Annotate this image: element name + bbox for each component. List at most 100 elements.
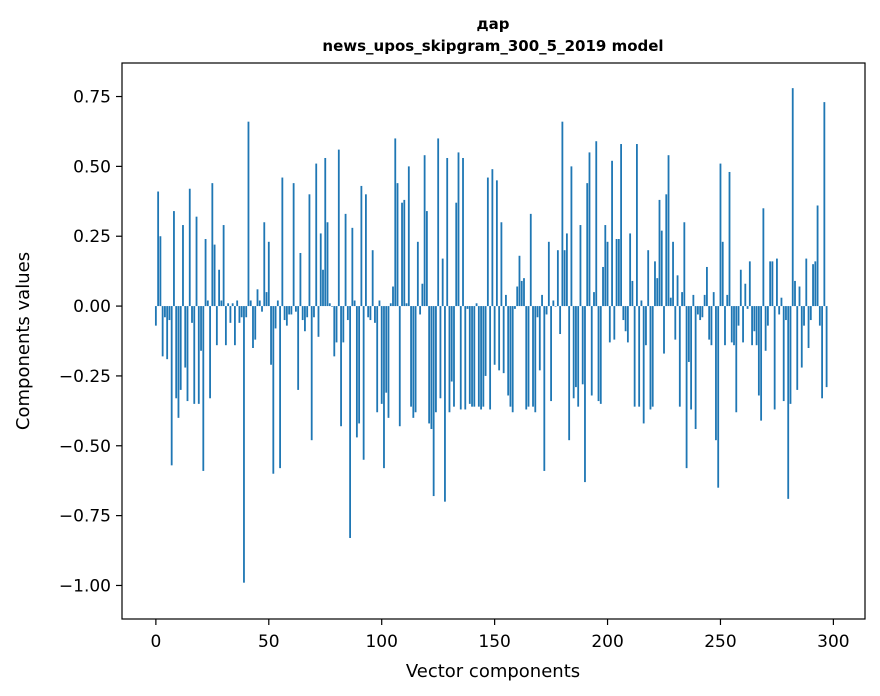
bar xyxy=(529,213,532,307)
bar xyxy=(674,306,677,340)
bar xyxy=(656,278,659,307)
bar xyxy=(683,222,686,307)
bar xyxy=(238,306,241,323)
bar xyxy=(663,306,665,354)
bar xyxy=(762,208,765,307)
bar xyxy=(197,306,200,404)
bar xyxy=(333,306,336,357)
bar xyxy=(575,306,577,388)
bar xyxy=(346,306,349,321)
bar xyxy=(215,306,218,346)
bar xyxy=(288,306,291,315)
bar xyxy=(220,300,223,307)
bar xyxy=(353,300,356,307)
bar xyxy=(265,292,268,307)
bar xyxy=(803,306,805,326)
bar xyxy=(751,306,753,346)
bar xyxy=(294,306,297,312)
bar xyxy=(186,306,189,402)
bar xyxy=(631,280,634,307)
bar xyxy=(453,306,455,407)
x-tick-label: 0 xyxy=(150,632,161,652)
bar xyxy=(611,160,613,307)
bar xyxy=(692,294,695,307)
bar xyxy=(626,306,629,343)
bar xyxy=(678,306,681,407)
bar xyxy=(780,297,783,307)
bar xyxy=(209,306,211,399)
bar xyxy=(213,244,216,307)
bar xyxy=(726,294,729,307)
bar xyxy=(654,261,656,307)
bar xyxy=(398,306,401,427)
bar xyxy=(344,213,347,307)
bar xyxy=(638,306,641,407)
bar xyxy=(173,211,175,307)
bar xyxy=(360,185,363,307)
bar xyxy=(274,306,277,329)
bar xyxy=(389,303,392,307)
bar xyxy=(748,261,751,307)
x-axis-label: Vector components xyxy=(406,661,580,682)
bar xyxy=(645,306,647,346)
bar xyxy=(712,292,715,307)
bar xyxy=(247,121,250,307)
bar xyxy=(161,306,164,357)
bar xyxy=(507,306,510,396)
bar xyxy=(584,306,586,483)
bar xyxy=(448,306,451,413)
bar xyxy=(541,294,543,307)
bar xyxy=(509,306,512,407)
bar xyxy=(687,306,690,362)
bar xyxy=(590,306,593,396)
bar xyxy=(572,306,575,399)
bar xyxy=(464,306,467,410)
bar xyxy=(744,283,747,307)
bar xyxy=(651,306,654,407)
bar xyxy=(317,306,320,337)
bar xyxy=(227,303,230,307)
bar xyxy=(168,306,171,321)
bar xyxy=(785,306,787,321)
bar xyxy=(439,306,442,399)
bar xyxy=(701,306,704,318)
bar xyxy=(708,306,711,340)
bar xyxy=(669,297,672,307)
bar xyxy=(647,250,650,307)
bar xyxy=(313,306,315,318)
bar xyxy=(602,266,604,307)
bar xyxy=(525,306,528,410)
bar xyxy=(724,306,726,346)
x-tick-label: 100 xyxy=(365,632,397,652)
bar xyxy=(764,306,767,351)
bar xyxy=(416,241,419,307)
bar xyxy=(640,300,643,307)
bar xyxy=(290,306,293,315)
bar xyxy=(423,155,426,307)
x-axis-ticks: 0 50 100 150 200 250 300 xyxy=(150,619,850,652)
bar xyxy=(577,306,580,407)
bar xyxy=(482,306,485,407)
bar xyxy=(559,306,562,335)
y-tick-label: −1.00 xyxy=(59,576,111,596)
bar xyxy=(310,306,313,441)
bar xyxy=(328,303,331,307)
bar xyxy=(696,306,699,315)
y-tick-label: −0.75 xyxy=(59,507,111,527)
bar xyxy=(534,306,537,413)
bar xyxy=(222,225,225,307)
bar xyxy=(428,306,431,424)
bar xyxy=(175,306,178,399)
y-tick-label: 0.00 xyxy=(73,297,111,317)
bar xyxy=(276,300,279,307)
bar xyxy=(304,306,306,332)
bar xyxy=(737,306,740,326)
bar xyxy=(261,306,263,312)
bar xyxy=(545,306,548,315)
bar xyxy=(588,152,591,307)
bar xyxy=(620,144,622,307)
bar xyxy=(480,306,482,410)
bar xyxy=(446,157,449,307)
bar xyxy=(719,163,722,307)
bar xyxy=(617,239,620,307)
